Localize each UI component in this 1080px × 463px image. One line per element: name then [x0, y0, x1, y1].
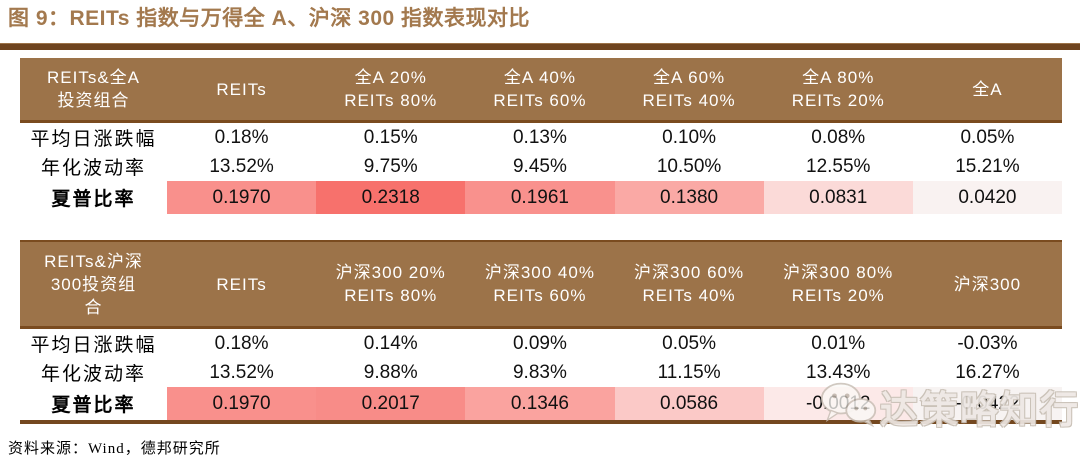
col-header-mix-60-40: 全A 60% REITs 40% — [614, 58, 764, 120]
col-header-mix-60-40: 沪深300 60% REITs 40% — [614, 242, 764, 326]
col-header-hs300: 沪深300 — [912, 242, 1062, 326]
table-row-sharpe: 夏普比率 0.1970 0.2318 0.1961 0.1380 0.0831 … — [20, 181, 1062, 214]
corner-cell: REITs&沪深 300投资组 合 — [20, 242, 167, 326]
table-reits-hs300: REITs&沪深 300投资组 合 REITs 沪深300 20% REITs 8… — [20, 240, 1062, 424]
table-row-volatility: 年化波动率 13.52% 9.88% 9.83% 11.15% 13.43% 1… — [40, 361, 1020, 386]
figure-title: 图 9：REITs 指数与万得全 A、沪深 300 指数表现对比 — [8, 7, 531, 30]
table-reits-quan-a: REITs&全A 投资组合 REITs 全A 20% REITs 80% 全A 4… — [20, 58, 1062, 214]
col-header-mix-80-20: 沪深300 80% REITs 20% — [763, 242, 913, 326]
col-header-quan-a: 全A — [912, 58, 1062, 120]
table-header: REITs&全A 投资组合 REITs 全A 20% REITs 80% 全A 4… — [20, 58, 1062, 123]
col-header-reits: REITs — [167, 242, 317, 326]
col-header-reits: REITs — [167, 58, 317, 120]
table-row-daily-return: 平均日涨跌幅 0.18% 0.14% 0.09% 0.05% 0.01% -0.… — [30, 332, 1018, 357]
title-divider — [0, 43, 1080, 50]
data-source-note: 资料来源：Wind，德邦研究所 — [8, 441, 221, 457]
col-header-mix-20-80: 全A 20% REITs 80% — [316, 58, 466, 120]
table-row-volatility: 年化波动率 13.52% 9.75% 9.45% 10.50% 12.55% 1… — [40, 155, 1020, 180]
corner-cell: REITs&全A 投资组合 — [20, 58, 167, 120]
table-row-daily-return: 平均日涨跌幅 0.18% 0.15% 0.13% 0.10% 0.08% 0.0… — [30, 126, 1015, 151]
table-header: REITs&沪深 300投资组 合 REITs 沪深300 20% REITs 8… — [20, 240, 1062, 329]
col-header-mix-20-80: 沪深300 20% REITs 80% — [316, 242, 466, 326]
table-row-sharpe: 夏普比率 0.1970 0.2017 0.1346 0.0586 -0.0012… — [20, 387, 1062, 420]
col-header-mix-40-60: 沪深300 40% REITs 60% — [465, 242, 615, 326]
col-header-mix-80-20: 全A 80% REITs 20% — [763, 58, 913, 120]
col-header-mix-40-60: 全A 40% REITs 60% — [465, 58, 615, 120]
